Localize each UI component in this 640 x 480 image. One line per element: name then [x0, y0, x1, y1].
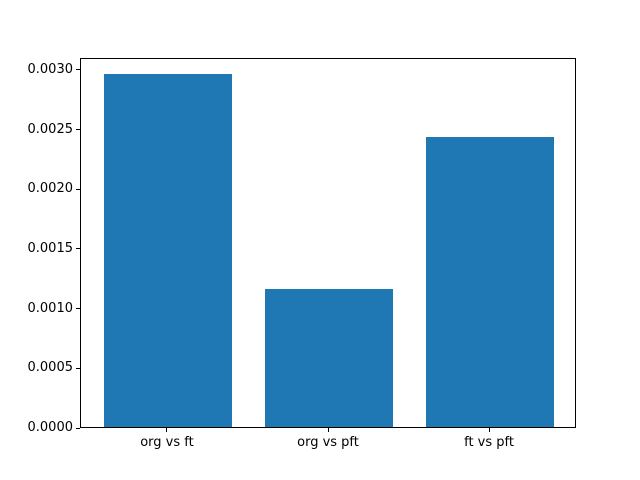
y-tick-label: 0.0030	[27, 61, 74, 77]
y-tick-mark	[76, 367, 80, 369]
y-tick-label: 0.0005	[27, 360, 74, 376]
y-tick-mark	[76, 188, 80, 190]
bar-ft-vs-pft	[425, 136, 555, 427]
x-tick-label: org vs ft	[140, 435, 194, 450]
y-tick-label: 0.0015	[27, 240, 74, 256]
y-tick-label: 0.0025	[27, 121, 74, 137]
plot-area	[80, 58, 576, 428]
x-tick-label: ft vs pft	[464, 435, 514, 450]
y-tick-label: 0.0020	[27, 181, 74, 197]
y-tick-label: 0.0000	[27, 420, 74, 435]
x-tick-mark	[166, 428, 168, 432]
x-tick-label: org vs pft	[297, 435, 359, 450]
x-tick-mark	[327, 428, 329, 432]
bar-org-vs-pft	[264, 288, 394, 427]
y-tick-mark	[76, 308, 80, 310]
y-tick-label: 0.0010	[27, 300, 74, 316]
x-tick-mark	[488, 428, 490, 432]
bar-org-vs-ft	[103, 73, 233, 427]
y-tick-mark	[76, 69, 80, 71]
y-tick-mark	[76, 248, 80, 250]
y-tick-mark	[76, 427, 80, 429]
y-tick-mark	[76, 129, 80, 131]
